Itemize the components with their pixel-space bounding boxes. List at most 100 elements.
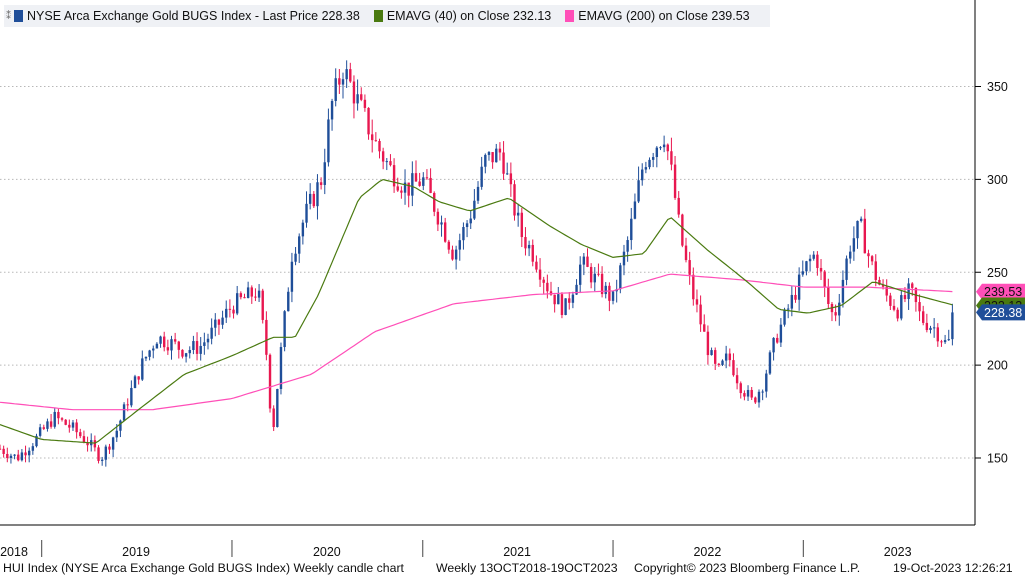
candle-body	[35, 435, 38, 447]
candle-body	[13, 454, 16, 456]
candle-body	[137, 376, 140, 380]
candle-body	[641, 169, 644, 181]
candle-body	[498, 148, 502, 153]
candle-body	[743, 393, 746, 397]
candle-body	[735, 375, 739, 384]
footer-timestamp: 19-Oct-2023 12:26:21	[893, 561, 1013, 575]
candle-body	[633, 201, 637, 219]
candle-body	[881, 284, 885, 287]
footer-copyright: Copyright© 2023 Bloomberg Finance L.P.	[634, 561, 861, 575]
candle-body	[323, 162, 326, 185]
candle-body	[531, 244, 534, 262]
candle-body	[520, 212, 524, 238]
candle-body	[724, 353, 728, 361]
candle-body	[38, 427, 42, 436]
candle-body	[619, 265, 622, 290]
candle-body	[557, 294, 560, 305]
candle-body	[578, 264, 582, 285]
candle-body	[947, 339, 950, 341]
candle-body	[622, 251, 626, 266]
candle-body	[922, 311, 925, 323]
x-tick-label: 2021	[503, 545, 531, 559]
candle-body	[225, 308, 228, 318]
candle-body	[684, 245, 688, 261]
candle-body	[889, 295, 892, 306]
candle-body	[932, 327, 936, 329]
ema200-line	[0, 273, 953, 411]
candle-body	[228, 308, 232, 310]
candle-body	[170, 339, 173, 351]
candle-body	[462, 227, 465, 241]
candle-body	[513, 184, 516, 216]
candle-body	[319, 182, 323, 185]
candle-body	[688, 260, 691, 275]
tag-ema200-text: 239.53	[984, 285, 1022, 299]
candle-body	[604, 285, 607, 295]
candle-body	[812, 254, 815, 259]
candle-body	[699, 304, 702, 325]
candle-body	[754, 397, 757, 403]
candle-body	[159, 336, 162, 344]
candle-body	[750, 389, 753, 398]
candle-body	[586, 256, 589, 267]
candle-body	[593, 273, 596, 283]
candle-body	[506, 173, 509, 175]
candle-body	[184, 353, 188, 357]
candle-body	[60, 418, 64, 420]
candle-body	[670, 151, 673, 165]
candle-body	[64, 419, 67, 425]
candle-body	[57, 411, 60, 419]
footer-description: HUI Index (NYSE Arca Exchange Gold BUGS …	[3, 561, 404, 575]
candle-body	[290, 261, 294, 292]
ema40-line	[0, 178, 953, 444]
candle-body	[68, 424, 71, 428]
candle-body	[9, 455, 13, 459]
candle-body	[951, 312, 954, 340]
candle-body	[298, 236, 301, 254]
candle-body	[863, 218, 867, 254]
candle-body	[389, 161, 392, 166]
candle-body	[283, 311, 286, 348]
legend-grip-icon[interactable]: ⁑	[6, 10, 11, 22]
candle-body	[746, 389, 750, 397]
candle-body	[662, 144, 666, 148]
candle-body	[849, 251, 852, 259]
candle-body	[757, 391, 761, 403]
candle-body	[717, 363, 721, 365]
candle-body	[553, 294, 556, 305]
chart-footer: HUI Index (NYSE Arca Exchange Gold BUGS …	[0, 559, 1025, 577]
candle-body	[210, 327, 213, 339]
candle-body	[637, 180, 640, 202]
candle-body	[900, 295, 903, 319]
x-tick-label: 2023	[884, 545, 912, 559]
legend-swatch-ema40	[373, 10, 383, 22]
candle-body	[235, 293, 239, 314]
candle-body	[560, 294, 564, 315]
candle-body	[126, 404, 129, 406]
candle-body	[703, 324, 706, 332]
candle-body	[480, 166, 483, 187]
candle-body	[834, 312, 837, 316]
candle-body	[856, 220, 859, 239]
candle-body	[6, 453, 9, 459]
candle-body	[272, 408, 275, 428]
legend-item-price: NYSE Arca Exchange Gold BUGS Index - Las…	[14, 9, 360, 23]
candle-body	[422, 177, 425, 186]
candle-body	[360, 94, 363, 100]
candle-body	[852, 238, 856, 252]
candle-body	[571, 294, 575, 303]
candle-body	[695, 299, 699, 305]
candle-body	[199, 345, 202, 354]
candle-body	[659, 147, 662, 149]
legend-swatch-ema200	[565, 10, 575, 22]
candle-body	[400, 190, 403, 193]
candle-body	[903, 295, 907, 300]
candle-body	[564, 298, 567, 315]
candle-body	[188, 349, 191, 354]
x-tick-label: 2020	[313, 545, 341, 559]
candle-body	[330, 100, 334, 120]
candle-body	[870, 256, 874, 262]
candle-body	[440, 222, 443, 225]
candle-body	[491, 152, 494, 163]
candle-body	[907, 283, 910, 300]
